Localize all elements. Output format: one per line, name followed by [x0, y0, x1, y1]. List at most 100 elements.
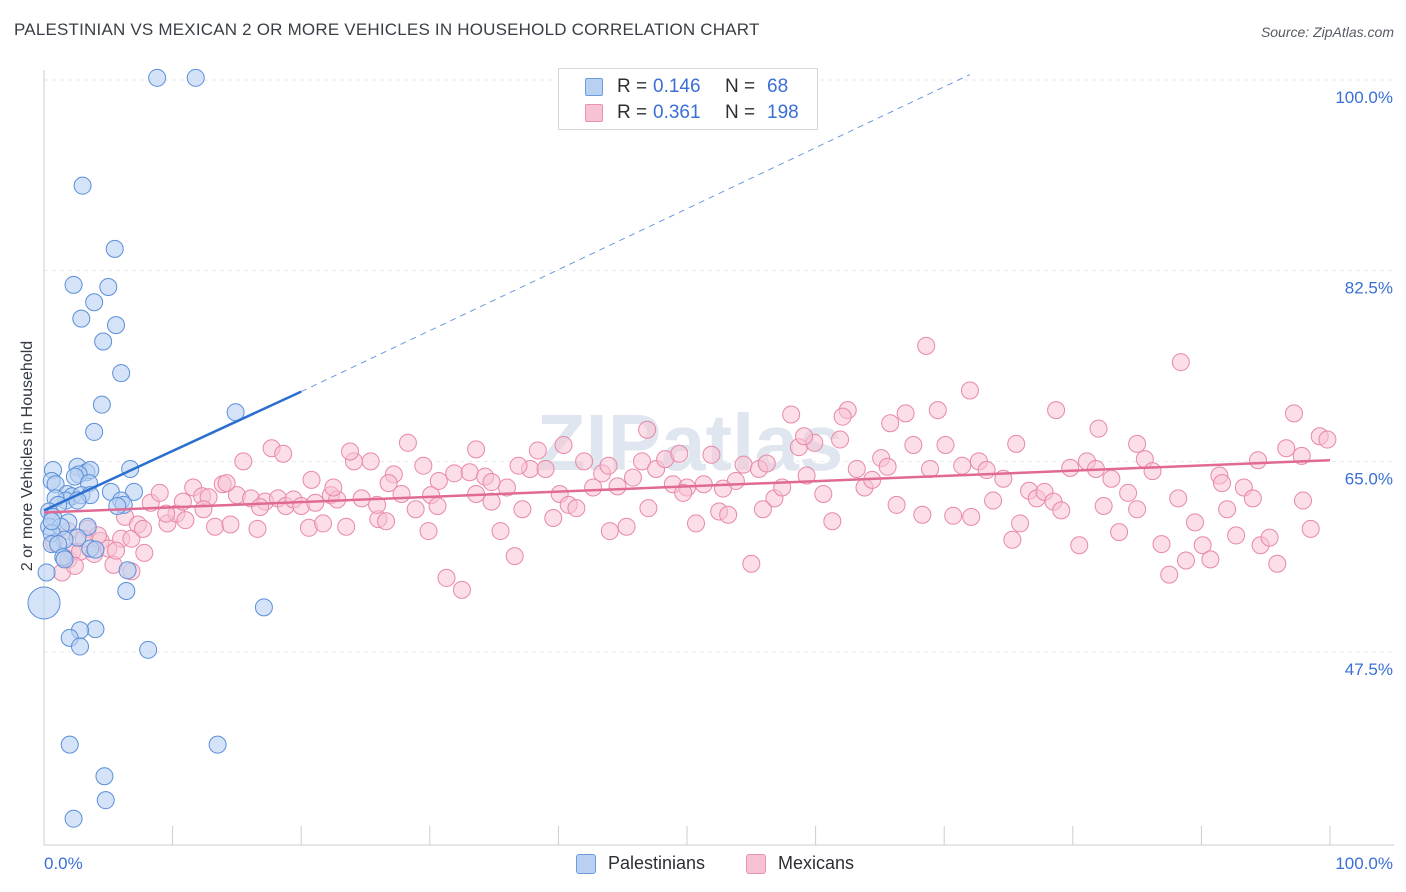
palestinians-point	[92, 395, 111, 414]
palestinians-point	[108, 497, 127, 516]
mexicans-point	[554, 435, 573, 454]
mexicans-point	[157, 504, 176, 523]
mexicans-point	[670, 444, 689, 463]
mexicans-point	[194, 500, 213, 519]
mexicans-point	[452, 580, 471, 599]
mexicans-point	[1201, 550, 1220, 569]
palestinians-point	[27, 586, 61, 620]
palestinians-point	[96, 791, 115, 810]
mexicans-point	[638, 420, 657, 439]
mexicans-point	[674, 483, 693, 502]
mexicans-point	[324, 478, 343, 497]
mexicans-point	[337, 517, 356, 536]
axes	[43, 70, 1394, 846]
mexicans-point	[797, 466, 816, 485]
mexicans-point	[977, 461, 996, 480]
palestinians-point	[125, 482, 144, 501]
mexicans-point	[1218, 500, 1237, 519]
mexicans-point	[984, 491, 1003, 510]
mexicans-point	[1070, 536, 1089, 555]
mexicans-point	[217, 474, 236, 493]
mexicans-point	[753, 500, 772, 519]
mexicans-point	[1119, 483, 1138, 502]
palestinians-point	[99, 278, 118, 297]
palestinians-trend-extension	[300, 74, 971, 393]
mexicans-point	[1143, 462, 1162, 481]
legend-n-value: 68	[767, 76, 789, 97]
mexicans-point	[467, 440, 486, 459]
mexicans-point	[599, 456, 618, 475]
mexicans-point	[513, 500, 532, 519]
x-tick-label-max: 100.0%	[1335, 854, 1393, 873]
mexicans-point	[921, 459, 940, 478]
mexicans-point	[302, 470, 321, 489]
mexicans-point	[150, 483, 169, 502]
palestinians-point	[85, 422, 104, 441]
palestinians-point	[71, 637, 90, 656]
mexicans-point	[429, 471, 448, 490]
mexicans-point	[1110, 523, 1129, 542]
y-tick-label-2: 65.0%	[1345, 469, 1393, 488]
mexicans-point	[881, 414, 900, 433]
mexicans-point	[398, 433, 417, 452]
mexicans-point	[944, 506, 963, 525]
legend-swatch-blue	[576, 854, 596, 874]
mexicans-point	[1318, 430, 1337, 449]
mexicans-point	[928, 401, 947, 420]
palestinians-point	[148, 68, 167, 87]
mexicans-point	[847, 459, 866, 478]
mexicans-point	[734, 455, 753, 474]
palestinians-point	[112, 364, 131, 383]
palestinians-point	[254, 598, 273, 617]
palestinians-point	[55, 550, 74, 569]
legend-swatch-pink	[585, 104, 603, 122]
mexicans-point	[567, 499, 586, 518]
mexicans-point	[1260, 528, 1279, 547]
mexicans-point	[814, 485, 833, 504]
mexicans-point	[1007, 434, 1026, 453]
palestinians-point	[64, 809, 83, 828]
mexicans-point	[960, 381, 979, 400]
mexicans-point	[1102, 469, 1121, 488]
palestinians-point	[208, 735, 227, 754]
palestinians-point	[139, 640, 158, 659]
mexicans-point	[1185, 513, 1204, 532]
palestinians-point	[86, 540, 105, 559]
mexicans-point	[368, 495, 387, 514]
mexicans-point	[833, 407, 852, 426]
palestinians-point	[37, 563, 56, 582]
mexicans-point	[107, 541, 126, 560]
mexicans-point	[1227, 526, 1246, 545]
mexicans-point	[251, 498, 270, 517]
mexicans-point	[221, 515, 240, 534]
mexicans-point	[757, 454, 776, 473]
mexicans-point	[702, 445, 721, 464]
mexicans-point	[406, 500, 425, 519]
mexicans-point	[491, 522, 510, 541]
y-tick-label-1: 82.5%	[1345, 279, 1393, 298]
mexicans-point	[482, 473, 501, 492]
mexicans-point	[742, 554, 761, 573]
mexicans-point	[460, 463, 479, 482]
x-tick-label-min: 0.0%	[44, 854, 83, 873]
mexicans-point	[1193, 536, 1212, 555]
legend-r-value: 0.146	[653, 76, 701, 97]
mexicans-point	[206, 517, 225, 536]
mexicans-point	[544, 508, 563, 527]
legend-n-label: N =	[725, 76, 756, 97]
mexicans-point	[904, 435, 923, 454]
source-label: Source: ZipAtlas.com	[1260, 24, 1394, 40]
mexicans-point	[917, 336, 936, 355]
mexicans-point	[962, 507, 981, 526]
trend-lines	[43, 74, 1331, 514]
mexicans-point	[1152, 535, 1171, 554]
mexicans-point	[314, 514, 333, 533]
mexicans-point	[414, 456, 433, 475]
mexicans-point	[831, 430, 850, 449]
mexicans-point	[617, 517, 636, 536]
mexicans-point	[632, 452, 651, 471]
mexicans-point	[377, 512, 396, 531]
mexicans-point	[1061, 458, 1080, 477]
legend-swatch-pink	[746, 854, 766, 874]
legend-label-mexicans: Mexicans	[778, 853, 855, 873]
